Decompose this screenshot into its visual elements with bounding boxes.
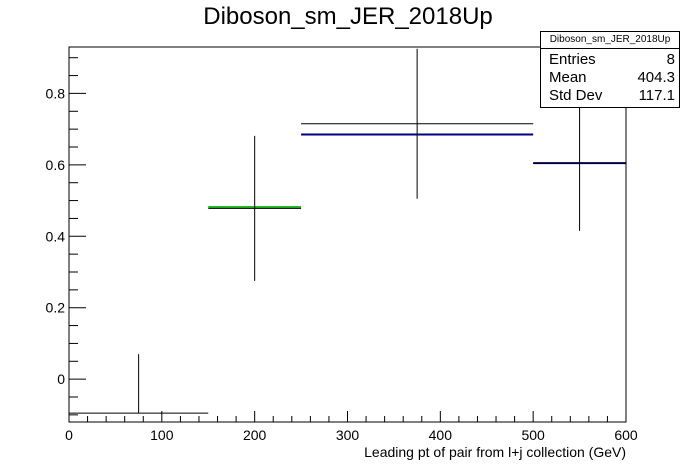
chart-title: Diboson_sm_JER_2018Up xyxy=(203,3,493,30)
stats-label: Entries xyxy=(549,51,596,68)
stats-value: 8 xyxy=(666,51,675,68)
x-tick-label: 400 xyxy=(429,427,453,443)
stats-value: 404.3 xyxy=(637,69,675,86)
x-tick-label: 300 xyxy=(336,427,360,443)
histogram-marks xyxy=(69,48,626,414)
stats-row-mean: Mean 404.3 xyxy=(541,69,679,87)
x-tick-label: 200 xyxy=(243,427,267,443)
stats-label: Std Dev xyxy=(549,87,603,104)
stats-row-stddev: Std Dev 117.1 xyxy=(541,87,679,105)
x-tick-label: 0 xyxy=(65,427,73,443)
stats-label: Mean xyxy=(549,69,587,86)
y-tick-label: 0.8 xyxy=(46,85,66,101)
x-tick-label: 500 xyxy=(521,427,545,443)
stats-title: Diboson_sm_JER_2018Up xyxy=(541,32,679,49)
x-tick-label: 600 xyxy=(614,427,638,443)
stats-value: 117.1 xyxy=(638,87,675,104)
axes: 0 100 200 300 400 500 600 0 0.2 0.4 0.6 0.8 xyxy=(46,57,638,443)
y-tick-label: 0 xyxy=(57,371,65,387)
y-tick-label: 0.6 xyxy=(46,157,66,173)
x-tick-label: 100 xyxy=(150,427,174,443)
y-tick-label: 0.2 xyxy=(46,300,66,316)
y-tick-label: 0.4 xyxy=(46,228,66,244)
x-axis-label: Leading pt of pair from l+j collection (… xyxy=(364,444,626,460)
stats-box: Diboson_sm_JER_2018Up Entries 8 Mean 404… xyxy=(540,31,680,108)
stats-row-entries: Entries 8 xyxy=(541,51,679,69)
